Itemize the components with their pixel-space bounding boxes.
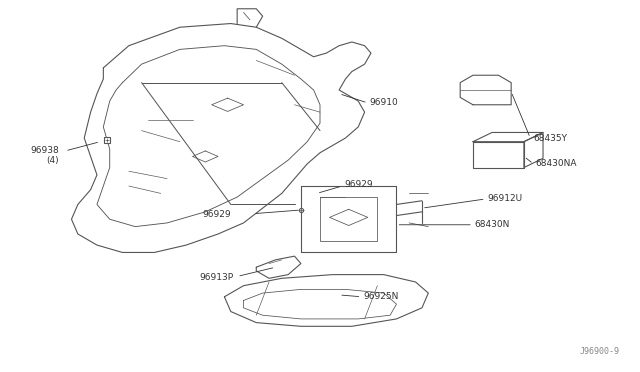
Text: 96912U: 96912U	[488, 195, 523, 203]
Text: 68435Y: 68435Y	[534, 134, 568, 142]
Text: (4): (4)	[46, 156, 59, 166]
Text: J96900-9: J96900-9	[579, 347, 620, 356]
Text: 68430NA: 68430NA	[536, 159, 577, 169]
Text: 96929: 96929	[202, 210, 231, 219]
Text: 96938: 96938	[30, 147, 59, 155]
Text: 96910: 96910	[370, 99, 399, 108]
Text: 96913P: 96913P	[200, 273, 234, 282]
Text: 96925N: 96925N	[364, 292, 399, 301]
Text: 68430N: 68430N	[475, 220, 510, 229]
Text: 96929: 96929	[344, 180, 373, 189]
